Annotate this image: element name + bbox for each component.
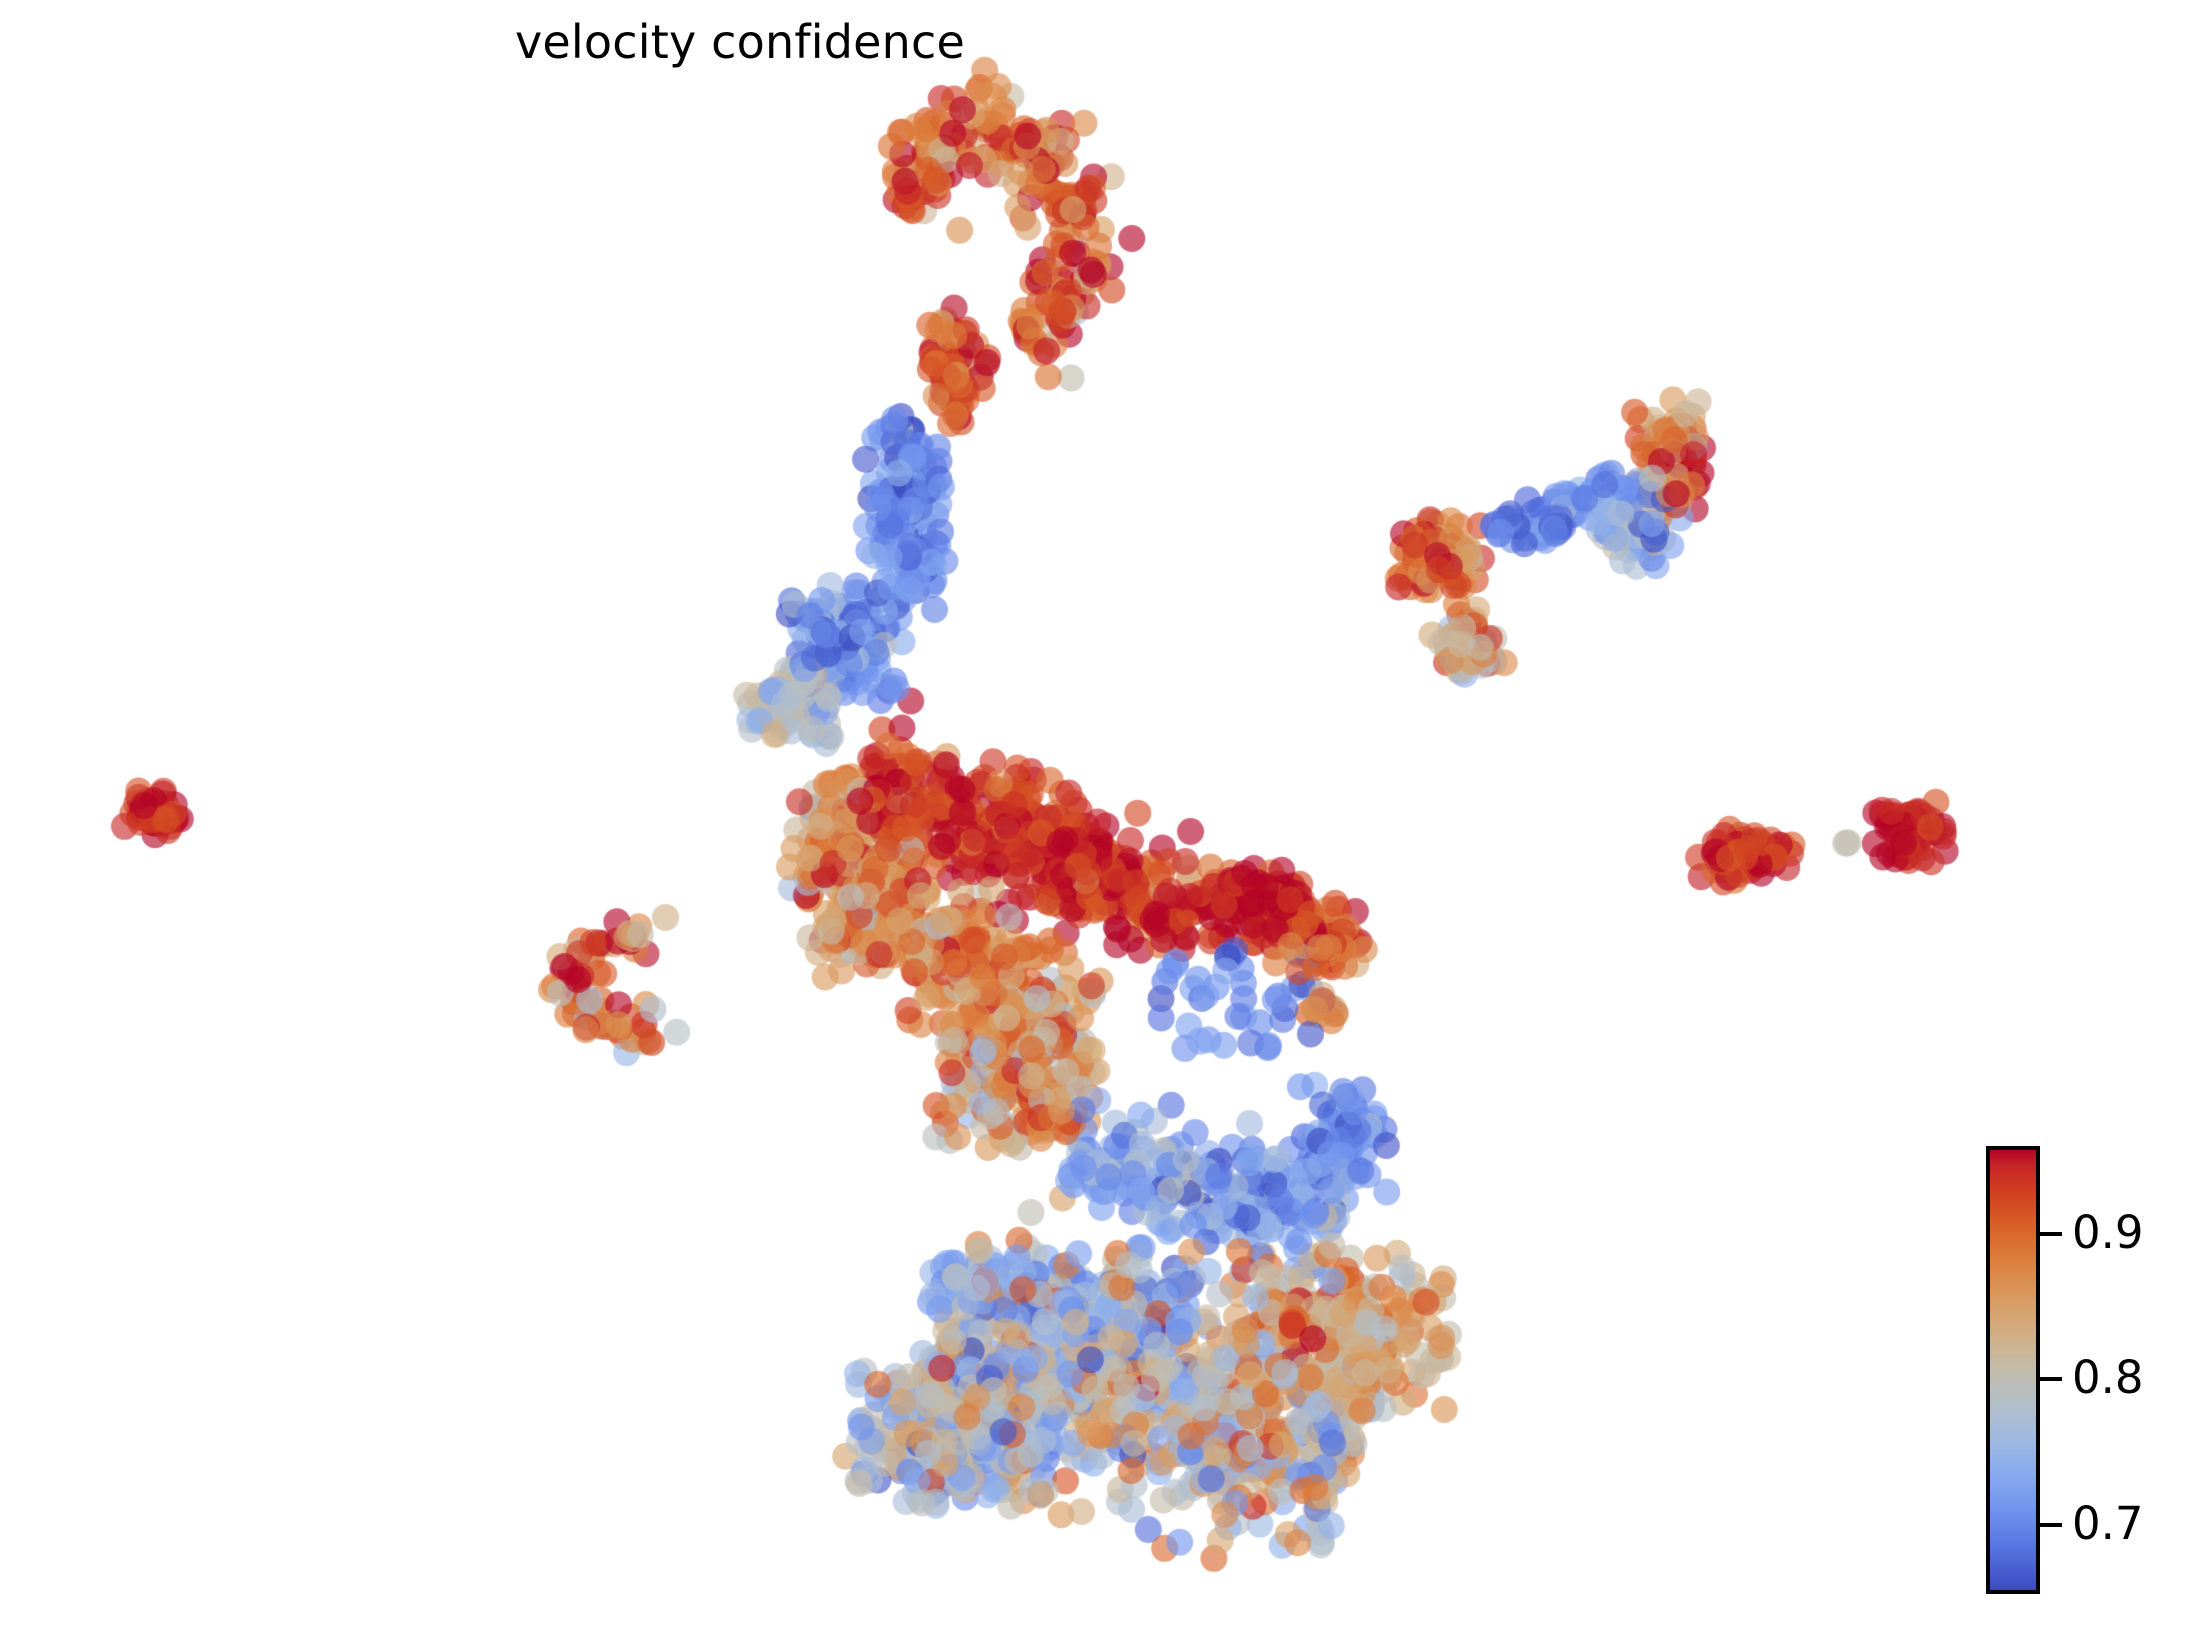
colorbar-frame xyxy=(1986,1146,2040,1594)
colorbar-tick-mark xyxy=(2040,1377,2062,1382)
colorbar-tick-label: 0.8 xyxy=(2072,1351,2144,1405)
colorbar-tick-mark xyxy=(2040,1232,2062,1237)
colorbar-tick-label: 0.7 xyxy=(2072,1496,2144,1550)
colorbar-tick-label: 0.9 xyxy=(2072,1206,2144,1260)
colorbar-tick-mark xyxy=(2040,1522,2062,1527)
colorbar-gradient xyxy=(1990,1150,2036,1590)
